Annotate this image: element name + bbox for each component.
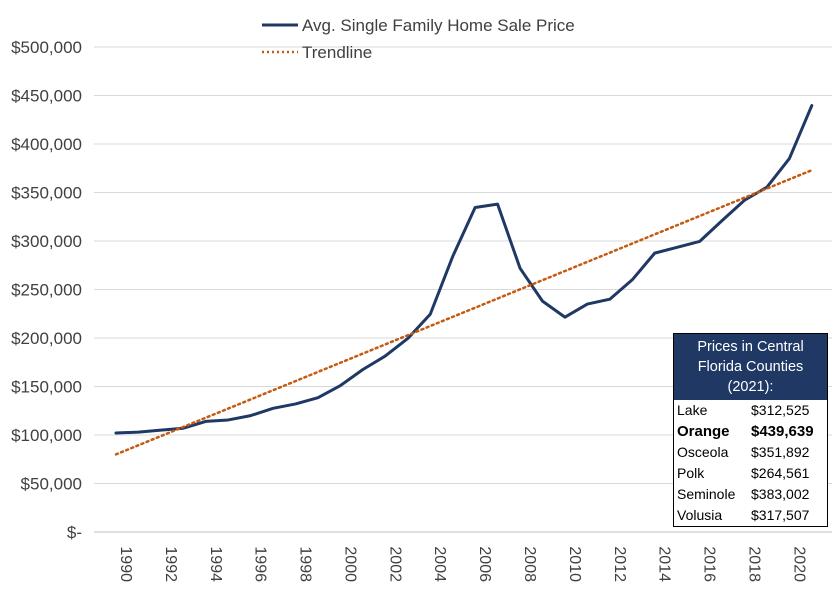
y-tick-label: $150,000 (11, 378, 82, 397)
x-tick-label: 2006 (476, 546, 493, 582)
y-axis-tick-labels: $- $50,000 $100,000 $150,000 $200,000 $250,00… (11, 38, 82, 542)
trendline (114, 168, 814, 456)
county-name: Volusia (677, 507, 723, 523)
y-tick-label: $300,000 (11, 232, 82, 251)
county-price: $439,639 (751, 423, 814, 440)
county-row-orange: Orange $439,639 (674, 421, 827, 442)
county-name: Lake (677, 402, 708, 418)
price-series-line (114, 104, 814, 435)
y-tick-label: $450,000 (11, 87, 82, 106)
x-tick-label: 2018 (745, 546, 762, 582)
county-prices-panel: Prices in Central Florida Counties (2021… (673, 333, 828, 527)
x-tick-label: 2016 (701, 546, 718, 582)
county-row-polk: Polk $264,561 (674, 463, 827, 484)
x-tick-label: 1998 (297, 546, 314, 582)
x-tick-label: 1994 (207, 546, 224, 582)
y-tick-label: $- (67, 523, 82, 542)
gridlines (94, 46, 832, 484)
county-row-osceola: Osceola $351,892 (674, 442, 827, 463)
series-layer (114, 104, 814, 456)
county-price: $383,002 (751, 486, 810, 502)
county-name: Orange (677, 423, 730, 440)
county-name: Seminole (677, 486, 736, 502)
x-tick-label: 1992 (162, 546, 179, 582)
y-tick-label: $100,000 (11, 426, 82, 445)
county-price: $264,561 (751, 465, 810, 481)
y-tick-label: $200,000 (11, 329, 82, 348)
legend: Avg. Single Family Home Sale Price Trend… (262, 16, 575, 62)
county-prices-title: Prices in Central Florida Counties (2021… (674, 334, 827, 400)
x-tick-label: 2008 (521, 546, 538, 582)
legend-label-trendline: Trendline (302, 43, 372, 62)
county-price: $317,507 (751, 507, 810, 523)
x-axis-tick-labels: 1990 1992 1994 1996 1998 2000 2002 2004 2006 2008… (117, 546, 807, 582)
x-tick-label: 1990 (117, 546, 134, 582)
county-name: Osceola (677, 444, 729, 460)
county-name: Polk (677, 465, 705, 481)
x-tick-label: 2020 (790, 546, 807, 582)
y-tick-label: $350,000 (11, 184, 82, 203)
y-tick-label: $500,000 (11, 38, 82, 57)
y-tick-label: $250,000 (11, 281, 82, 300)
x-tick-label: 2014 (656, 546, 673, 582)
county-price: $312,525 (751, 402, 810, 418)
x-tick-label: 1996 (252, 546, 269, 582)
x-tick-label: 2000 (341, 546, 358, 582)
county-price: $351,892 (751, 444, 810, 460)
county-row-seminole: Seminole $383,002 (674, 484, 827, 505)
x-tick-label: 2012 (611, 546, 628, 582)
y-tick-label: $50,000 (21, 475, 82, 494)
county-row-lake: Lake $312,525 (674, 400, 827, 421)
county-row-volusia: Volusia $317,507 (674, 505, 827, 526)
x-tick-label: 2002 (386, 546, 403, 582)
legend-label-price: Avg. Single Family Home Sale Price (302, 16, 575, 35)
x-tick-label: 2010 (566, 546, 583, 582)
y-tick-label: $400,000 (11, 135, 82, 154)
x-tick-label: 2004 (431, 546, 448, 582)
